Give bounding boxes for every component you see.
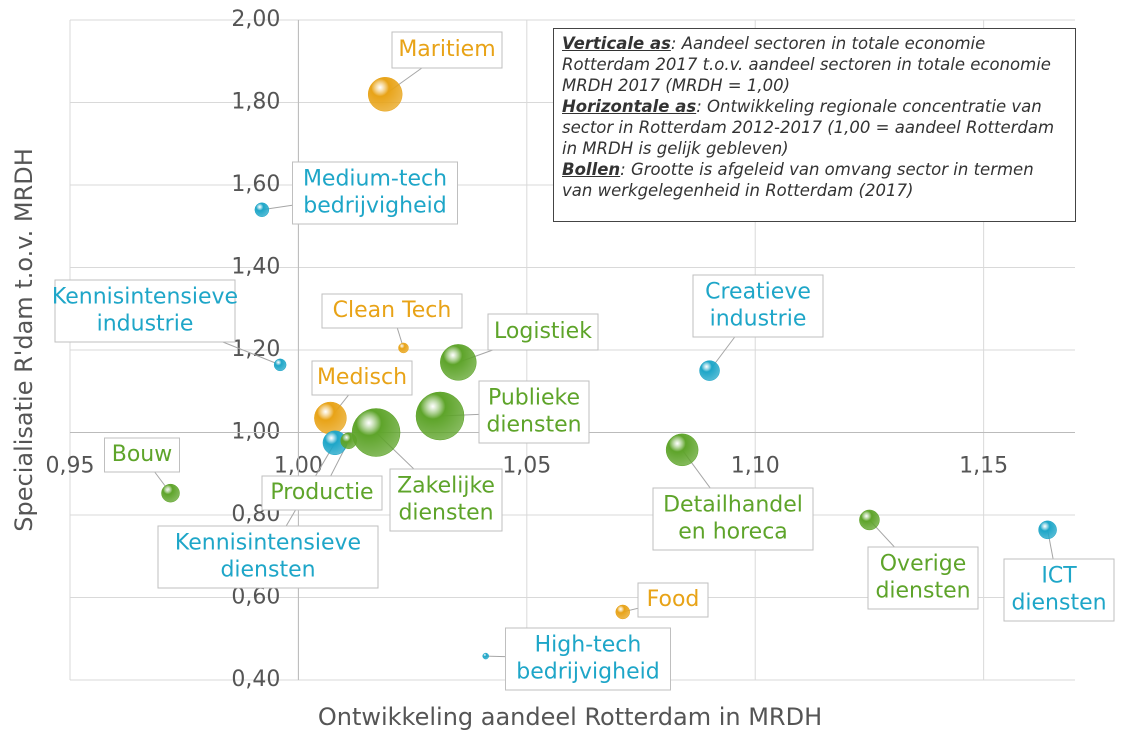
point-label: Overige (880, 552, 967, 577)
y-tick-label: 0,40 (231, 667, 280, 692)
bubble (440, 344, 477, 381)
point-label: diensten (398, 501, 493, 526)
x-tick-label: 1,05 (502, 454, 551, 479)
labels: MaritiemMedium-techbedrijvigheidKennisin… (52, 31, 1115, 691)
point-label: diensten (1011, 591, 1106, 616)
x-axis-title: Ontwikkeling aandeel Rotterdam in MRDH (318, 703, 822, 731)
bubble (415, 391, 465, 441)
point-label: Medium-tech (303, 167, 447, 192)
point-label: Clean Tech (333, 298, 452, 323)
annotation-text: : Ontwikkeling regionale concentratie va… (562, 97, 1055, 158)
x-tick-label: 0,95 (46, 454, 95, 479)
x-tick-label: 1,10 (731, 454, 780, 479)
point-label: Medisch (317, 365, 407, 390)
annotation-text: Horizontale as (562, 97, 697, 116)
point-label: Productie (270, 480, 373, 505)
point-label: bedrijvigheid (303, 194, 446, 219)
bubble (1038, 520, 1057, 540)
bubbles (161, 77, 1057, 660)
point-label: diensten (220, 558, 315, 583)
point-label: ICT (1041, 564, 1077, 589)
point-label: Bouw (112, 442, 173, 467)
y-tick-label: 1,60 (231, 172, 280, 197)
point-label: bedrijvigheid (516, 660, 659, 685)
label-box (292, 161, 458, 225)
bubble (161, 483, 180, 503)
annotation-text: : Aandeel sectoren in totale economie Ro… (562, 34, 1051, 95)
label-box (652, 487, 814, 551)
y-tick-label: 1,80 (231, 90, 280, 115)
y-tick-label: 2,00 (231, 7, 280, 32)
point-label: Detailhandel (663, 493, 803, 518)
label-box (157, 525, 379, 589)
point-label: Logistiek (494, 319, 592, 344)
y-tick-label: 0,60 (231, 585, 280, 610)
bubble (351, 408, 401, 457)
label-box (391, 31, 503, 69)
bubble (367, 77, 403, 112)
bubble (254, 202, 270, 217)
point-label: industrie (710, 307, 807, 332)
label-box (505, 627, 671, 691)
bubble (699, 360, 720, 381)
label-box (487, 313, 599, 351)
bubble (314, 401, 347, 435)
bubble (615, 604, 630, 620)
label-box (867, 546, 979, 610)
annotation-box: Verticale as: Aandeel sectoren in totale… (553, 28, 1076, 222)
annotation-text: Bollen (562, 160, 621, 179)
bubble (482, 652, 489, 660)
point-label: Zakelijke (397, 474, 495, 499)
bubble (273, 358, 287, 372)
y-tick-label: 1,40 (231, 255, 280, 280)
point-label: Publieke (488, 386, 580, 411)
point-label: diensten (875, 579, 970, 604)
label-box (692, 274, 824, 338)
bubble (859, 509, 880, 531)
point-label: High-tech (535, 633, 642, 658)
label-box (389, 468, 503, 532)
x-tick-label: 1,15 (959, 454, 1008, 479)
bubble (665, 433, 699, 467)
label-box (104, 437, 180, 473)
label-box (1003, 558, 1115, 622)
point-label: Maritiem (398, 37, 495, 62)
point-label: diensten (486, 413, 581, 438)
point-label: Kennisintensieve (175, 531, 361, 556)
label-box (321, 293, 463, 329)
bubble (398, 342, 409, 354)
point-label: Creatieve (705, 280, 811, 305)
point-label: Kennisintensieve (52, 285, 238, 310)
label-box (54, 279, 236, 343)
bubble (340, 432, 357, 449)
point-label: industrie (97, 312, 194, 337)
label-box (637, 582, 709, 618)
point-label: Food (647, 587, 700, 612)
label-box (478, 380, 590, 444)
y-tick-label: 1,20 (231, 337, 280, 362)
label-box (311, 360, 413, 396)
y-axis-title: Specialisatie R'dam t.o.v. MRDH (10, 148, 38, 531)
annotation-text: Verticale as (562, 34, 671, 53)
annotation-text: : Grootte is afgeleid van omvang sector … (562, 160, 1034, 200)
label-box (261, 475, 383, 511)
point-label: en horeca (678, 520, 788, 545)
